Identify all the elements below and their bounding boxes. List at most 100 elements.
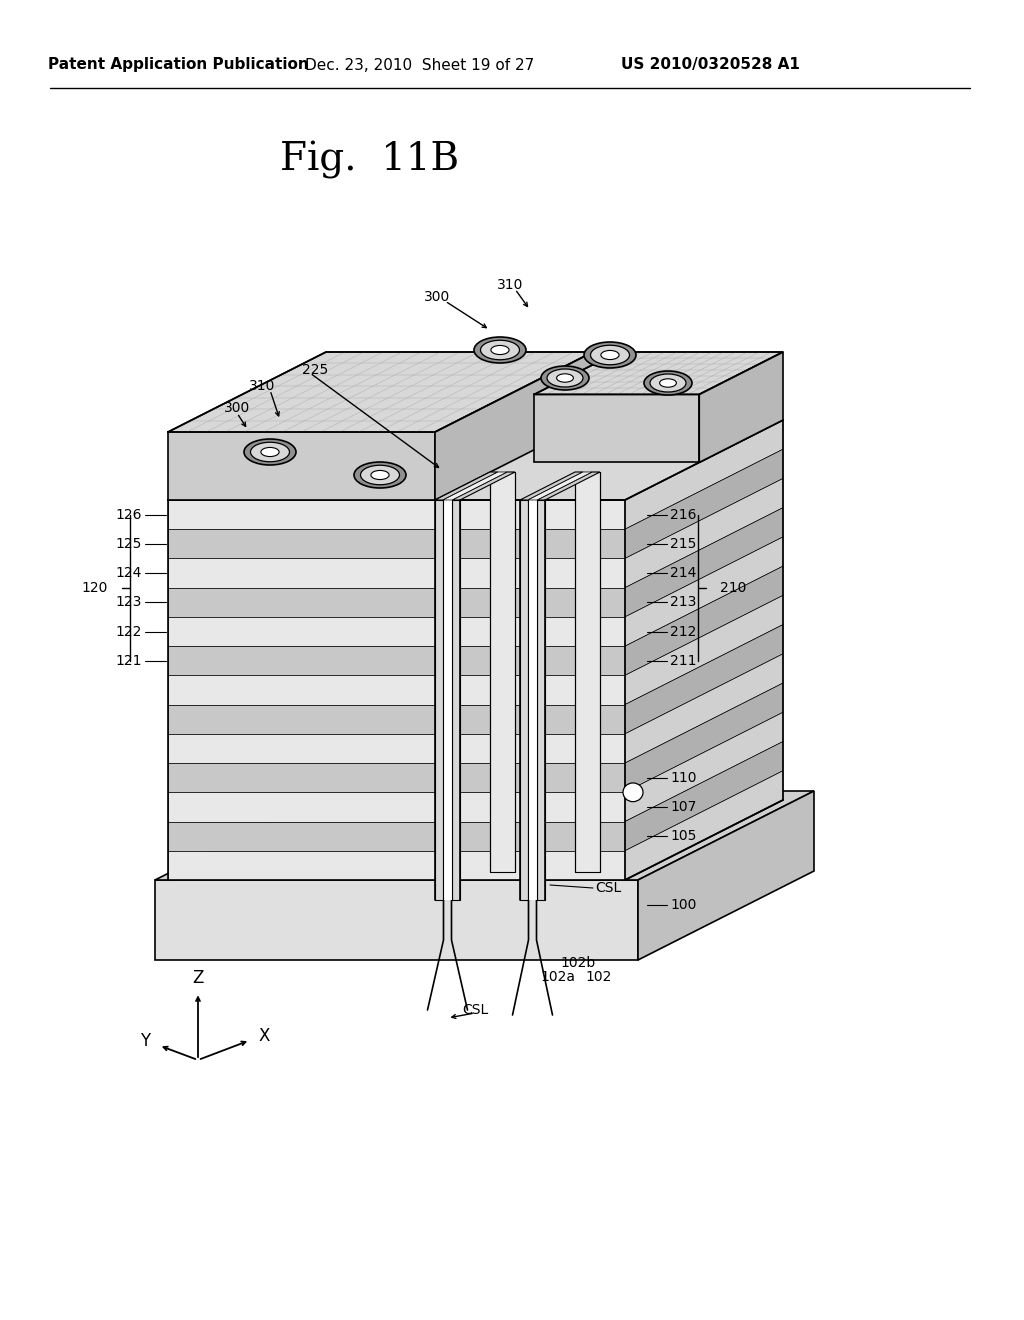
Text: Patent Application Publication: Patent Application Publication — [48, 58, 308, 73]
Ellipse shape — [261, 447, 280, 457]
Polygon shape — [625, 508, 783, 616]
Ellipse shape — [584, 342, 636, 368]
Polygon shape — [155, 880, 638, 960]
Polygon shape — [625, 713, 783, 821]
Polygon shape — [535, 395, 699, 462]
Polygon shape — [168, 587, 625, 616]
Ellipse shape — [650, 374, 686, 392]
Polygon shape — [168, 647, 625, 676]
Text: 125: 125 — [116, 537, 142, 550]
Text: Y: Y — [140, 1032, 151, 1051]
Ellipse shape — [480, 341, 519, 360]
Text: 213: 213 — [670, 595, 696, 610]
Polygon shape — [168, 420, 783, 500]
Polygon shape — [168, 558, 625, 587]
Text: CSL: CSL — [595, 880, 622, 895]
Ellipse shape — [490, 346, 509, 355]
Ellipse shape — [591, 346, 630, 364]
Polygon shape — [435, 473, 498, 500]
Polygon shape — [168, 676, 625, 705]
Text: 225: 225 — [302, 363, 329, 378]
Polygon shape — [625, 682, 783, 792]
Ellipse shape — [244, 440, 296, 465]
Ellipse shape — [623, 783, 643, 801]
Text: 124: 124 — [116, 566, 142, 579]
Text: X: X — [258, 1027, 269, 1045]
Text: 126: 126 — [116, 508, 142, 521]
Polygon shape — [155, 791, 814, 880]
Polygon shape — [168, 529, 625, 558]
Ellipse shape — [371, 470, 389, 479]
Polygon shape — [625, 742, 783, 851]
Polygon shape — [625, 595, 783, 705]
Text: 300: 300 — [224, 401, 250, 414]
Polygon shape — [520, 500, 528, 900]
Ellipse shape — [547, 370, 583, 387]
Polygon shape — [625, 478, 783, 587]
Polygon shape — [443, 473, 507, 500]
Text: Z: Z — [193, 969, 204, 987]
Polygon shape — [625, 537, 783, 647]
Text: 110: 110 — [670, 771, 696, 784]
Ellipse shape — [541, 366, 589, 389]
Text: 100: 100 — [670, 898, 696, 912]
Polygon shape — [535, 352, 783, 395]
Polygon shape — [528, 500, 537, 900]
Polygon shape — [452, 500, 460, 900]
Ellipse shape — [360, 465, 399, 484]
Text: 310: 310 — [249, 379, 275, 393]
Text: 210: 210 — [720, 581, 746, 595]
Polygon shape — [625, 771, 783, 880]
Text: 212: 212 — [670, 624, 696, 639]
Text: 102a: 102a — [540, 970, 575, 983]
Text: 120: 120 — [82, 581, 108, 595]
Polygon shape — [699, 352, 783, 462]
Text: 105: 105 — [670, 829, 696, 843]
Polygon shape — [625, 449, 783, 558]
Polygon shape — [452, 473, 515, 500]
Ellipse shape — [354, 462, 406, 488]
Polygon shape — [528, 473, 592, 500]
Ellipse shape — [251, 442, 290, 462]
Text: 214: 214 — [670, 566, 696, 579]
Polygon shape — [625, 653, 783, 763]
Ellipse shape — [601, 350, 620, 359]
Polygon shape — [168, 500, 625, 529]
Polygon shape — [625, 624, 783, 734]
Polygon shape — [168, 851, 625, 880]
Text: 300: 300 — [424, 290, 451, 304]
Polygon shape — [537, 473, 600, 500]
Text: 310: 310 — [497, 279, 523, 292]
Text: US 2010/0320528 A1: US 2010/0320528 A1 — [621, 58, 800, 73]
Text: Dec. 23, 2010  Sheet 19 of 27: Dec. 23, 2010 Sheet 19 of 27 — [305, 58, 535, 73]
Polygon shape — [625, 420, 783, 529]
Text: 123: 123 — [116, 595, 142, 610]
Ellipse shape — [557, 374, 573, 383]
Polygon shape — [435, 500, 443, 900]
Polygon shape — [435, 352, 593, 500]
Text: CSL: CSL — [462, 1003, 488, 1016]
Polygon shape — [443, 500, 452, 900]
Polygon shape — [168, 352, 593, 432]
Polygon shape — [575, 473, 600, 873]
Ellipse shape — [644, 371, 692, 395]
Polygon shape — [168, 792, 625, 821]
Ellipse shape — [474, 337, 526, 363]
Text: 215: 215 — [670, 537, 696, 550]
Polygon shape — [625, 566, 783, 676]
Text: 211: 211 — [670, 653, 696, 668]
Ellipse shape — [659, 379, 677, 387]
Text: 216: 216 — [670, 508, 696, 521]
Text: 122: 122 — [116, 624, 142, 639]
Polygon shape — [168, 763, 625, 792]
Polygon shape — [638, 791, 814, 960]
Polygon shape — [168, 821, 625, 851]
Text: 121: 121 — [116, 653, 142, 668]
Text: 102b: 102b — [560, 956, 595, 970]
Polygon shape — [168, 432, 435, 500]
Polygon shape — [168, 734, 625, 763]
Polygon shape — [168, 705, 625, 734]
Text: Fig.  11B: Fig. 11B — [281, 141, 460, 180]
Text: 107: 107 — [670, 800, 696, 814]
Polygon shape — [490, 473, 515, 873]
